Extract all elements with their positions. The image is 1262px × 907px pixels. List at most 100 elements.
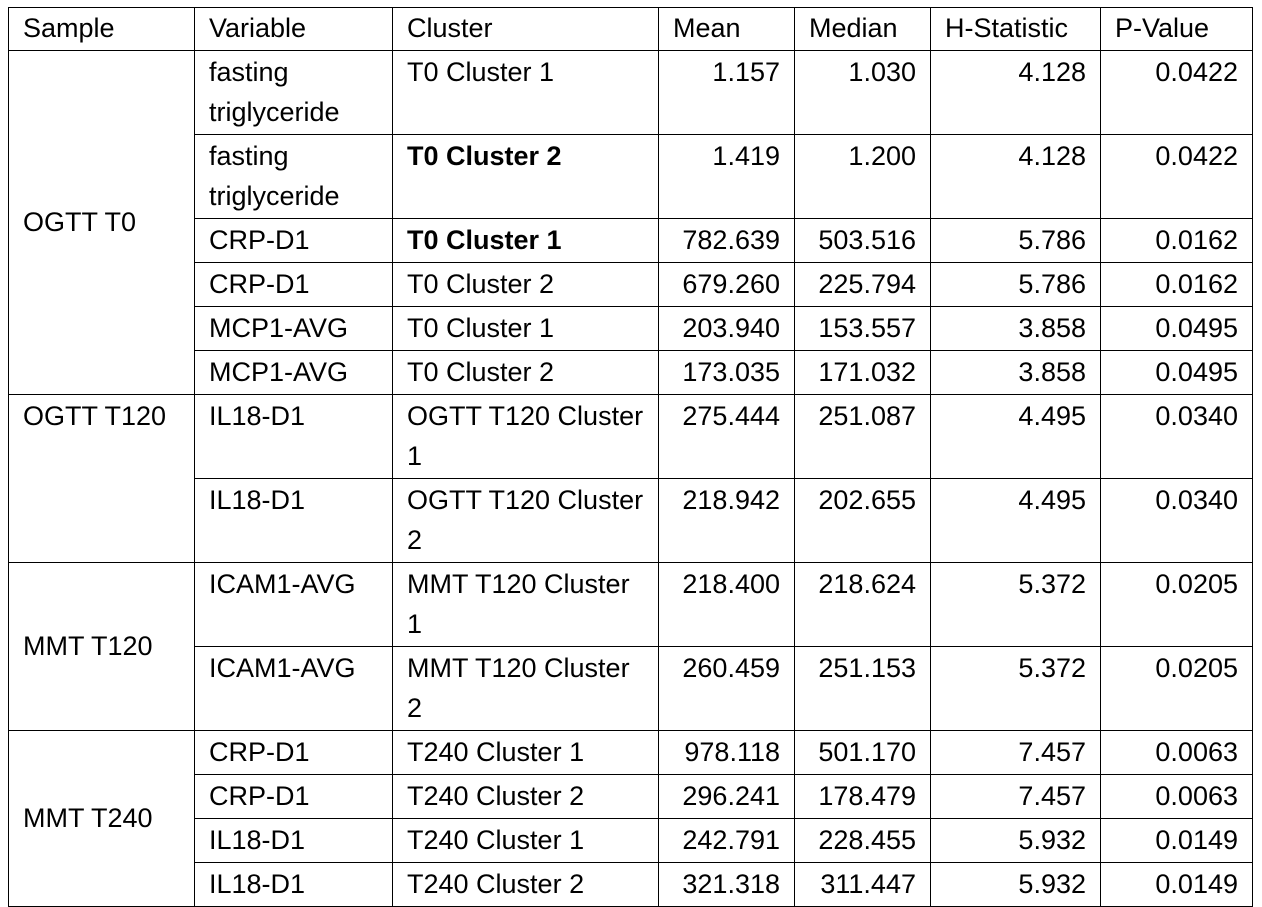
cluster-cell: T0 Cluster 1	[392, 218, 659, 263]
cluster-cell: OGTT T120 Cluster 2	[392, 478, 659, 563]
p-value-cell: 0.0495	[1100, 306, 1253, 351]
table-row: ICAM1-AVG MMT T120 Cluster 2 260.459 251…	[9, 646, 1253, 731]
cluster-cell: MMT T120 Cluster 2	[392, 646, 659, 731]
sample-cell: OGTT T0	[8, 50, 195, 395]
h-statistic-cell: 5.786	[930, 218, 1101, 263]
table-row: CRP-D1 T240 Cluster 2 296.241 178.479 7.…	[9, 774, 1253, 819]
p-value-cell: 0.0340	[1100, 478, 1253, 563]
header-row: Sample Variable Cluster Mean Median H-St…	[8, 7, 1253, 51]
variable-cell: IL18-D1	[194, 394, 393, 479]
cluster-cell: MMT T120 Cluster 1	[392, 562, 659, 647]
h-statistic-cell: 3.858	[930, 350, 1101, 395]
variable-cell: fasting triglyceride	[194, 134, 393, 219]
column-header-variable: Variable	[194, 7, 393, 51]
sample-cell: MMT T240	[8, 730, 195, 907]
mean-cell: 978.118	[658, 730, 795, 775]
median-cell: 202.655	[794, 478, 931, 563]
variable-cell: ICAM1-AVG	[194, 646, 393, 731]
cluster-cell: OGTT T120 Cluster 1	[392, 394, 659, 479]
table-row: CRP-D1 T0 Cluster 1 782.639 503.516 5.78…	[9, 218, 1253, 263]
mean-cell: 1.419	[658, 134, 795, 219]
table-row: CRP-D1 T0 Cluster 2 679.260 225.794 5.78…	[9, 262, 1253, 307]
median-cell: 228.455	[794, 818, 931, 863]
results-table: Sample Variable Cluster Mean Median H-St…	[8, 7, 1253, 907]
p-value-cell: 0.0422	[1100, 134, 1253, 219]
cluster-cell: T0 Cluster 2	[392, 350, 659, 395]
p-value-cell: 0.0149	[1100, 818, 1253, 863]
variable-cell: CRP-D1	[194, 262, 393, 307]
column-header-median: Median	[794, 7, 931, 51]
mean-cell: 203.940	[658, 306, 795, 351]
table-row: IL18-D1 T240 Cluster 2 321.318 311.447 5…	[9, 862, 1253, 907]
cluster-cell: T0 Cluster 2	[392, 262, 659, 307]
mean-cell: 218.400	[658, 562, 795, 647]
h-statistic-cell: 5.372	[930, 646, 1101, 731]
column-header-mean: Mean	[658, 7, 795, 51]
p-value-cell: 0.0340	[1100, 394, 1253, 479]
column-header-sample: Sample	[8, 7, 195, 51]
sample-cell: MMT T120	[8, 562, 195, 731]
median-cell: 218.624	[794, 562, 931, 647]
h-statistic-cell: 3.858	[930, 306, 1101, 351]
median-cell: 171.032	[794, 350, 931, 395]
median-cell: 178.479	[794, 774, 931, 819]
p-value-cell: 0.0162	[1100, 262, 1253, 307]
cluster-cell: T0 Cluster 2	[392, 134, 659, 219]
table-row: MMT T240 CRP-D1 T240 Cluster 1 978.118 5…	[8, 730, 1253, 907]
variable-cell: MCP1-AVG	[194, 350, 393, 395]
h-statistic-cell: 5.786	[930, 262, 1101, 307]
p-value-cell: 0.0063	[1100, 730, 1253, 775]
median-cell: 251.153	[794, 646, 931, 731]
h-statistic-cell: 7.457	[930, 774, 1101, 819]
variable-cell: fasting triglyceride	[194, 50, 393, 135]
median-cell: 503.516	[794, 218, 931, 263]
column-header-cluster: Cluster	[392, 7, 659, 51]
mean-cell: 218.942	[658, 478, 795, 563]
variable-cell: IL18-D1	[194, 818, 393, 863]
cluster-cell: T240 Cluster 1	[392, 730, 659, 775]
variable-cell: MCP1-AVG	[194, 306, 393, 351]
mean-cell: 679.260	[658, 262, 795, 307]
variable-cell: IL18-D1	[194, 862, 393, 907]
column-header-p-value: P-Value	[1100, 7, 1253, 51]
median-cell: 153.557	[794, 306, 931, 351]
mean-cell: 1.157	[658, 50, 795, 135]
p-value-cell: 0.0205	[1100, 646, 1253, 731]
table-row: MMT T120 ICAM1-AVG MMT T120 Cluster 1 21…	[8, 562, 1253, 731]
table-row: OGTT T0 fasting triglyceride T0 Cluster …	[8, 50, 1253, 395]
table-row: IL18-D1 OGTT T120 Cluster 2 218.942 202.…	[9, 478, 1253, 563]
mean-cell: 782.639	[658, 218, 795, 263]
table-row: MCP1-AVG T0 Cluster 1 203.940 153.557 3.…	[9, 306, 1253, 351]
mean-cell: 296.241	[658, 774, 795, 819]
p-value-cell: 0.0205	[1100, 562, 1253, 647]
h-statistic-cell: 4.128	[930, 134, 1101, 219]
h-statistic-cell: 4.495	[930, 478, 1101, 563]
cluster-cell: T240 Cluster 1	[392, 818, 659, 863]
sample-cell: OGTT T120	[8, 394, 195, 563]
variable-cell: ICAM1-AVG	[194, 562, 393, 647]
median-cell: 251.087	[794, 394, 931, 479]
h-statistic-cell: 4.495	[930, 394, 1101, 479]
table-container: Sample Variable Cluster Mean Median H-St…	[8, 7, 1253, 907]
variable-cell: CRP-D1	[194, 218, 393, 263]
table-row: fasting triglyceride T0 Cluster 2 1.419 …	[9, 134, 1253, 219]
h-statistic-cell: 7.457	[930, 730, 1101, 775]
variable-cell: CRP-D1	[194, 774, 393, 819]
median-cell: 501.170	[794, 730, 931, 775]
h-statistic-cell: 5.372	[930, 562, 1101, 647]
mean-cell: 242.791	[658, 818, 795, 863]
mean-cell: 275.444	[658, 394, 795, 479]
h-statistic-cell: 5.932	[930, 862, 1101, 907]
table-row: IL18-D1 T240 Cluster 1 242.791 228.455 5…	[9, 818, 1253, 863]
p-value-cell: 0.0063	[1100, 774, 1253, 819]
h-statistic-cell: 4.128	[930, 50, 1101, 135]
variable-cell: IL18-D1	[194, 478, 393, 563]
p-value-cell: 0.0422	[1100, 50, 1253, 135]
p-value-cell: 0.0495	[1100, 350, 1253, 395]
p-value-cell: 0.0149	[1100, 862, 1253, 907]
h-statistic-cell: 5.932	[930, 818, 1101, 863]
table-row: OGTT T120 IL18-D1 OGTT T120 Cluster 1 27…	[8, 394, 1253, 563]
table-row: MCP1-AVG T0 Cluster 2 173.035 171.032 3.…	[9, 350, 1253, 395]
cluster-cell: T240 Cluster 2	[392, 774, 659, 819]
variable-cell: CRP-D1	[194, 730, 393, 775]
